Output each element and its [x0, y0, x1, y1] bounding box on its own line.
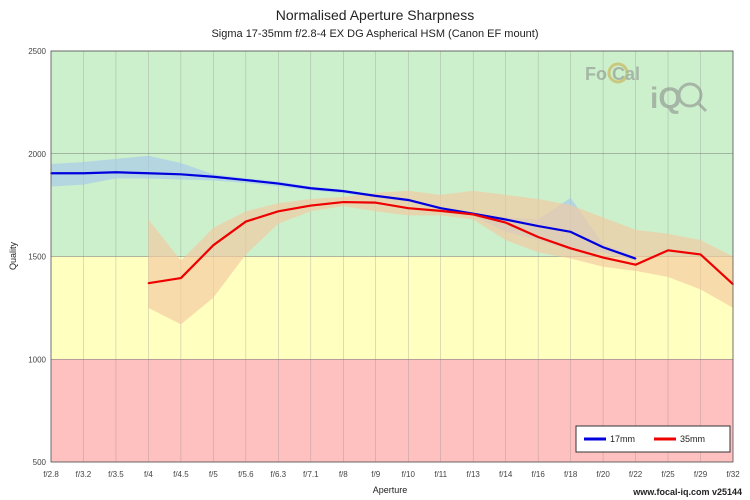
data-point-17mm-f14	[504, 218, 507, 221]
spread-band-35mm	[148, 190, 733, 325]
data-point-35mm-f29	[699, 253, 702, 256]
x-tick-label: f/5.6	[238, 470, 254, 479]
data-point-17mm-f8	[342, 190, 345, 192]
data-point-35mm-f18	[569, 247, 572, 250]
x-tick-label: f/32	[726, 470, 740, 479]
legend-label-35mm: 35mm	[680, 434, 705, 444]
data-point-17mm-f18	[569, 231, 572, 233]
data-point-35mm-f13	[472, 213, 474, 216]
data-point-35mm-f11	[439, 210, 442, 212]
watermark-handle-icon	[696, 101, 708, 113]
y-tick-label: 1000	[28, 355, 46, 364]
x-tick-label: f/14	[499, 470, 513, 479]
x-tick-label: f/6.3	[271, 470, 287, 479]
data-point-17mm-f6.3	[277, 182, 280, 185]
x-tick-label: f/3.2	[76, 470, 92, 479]
x-tick-label: f/29	[694, 470, 708, 479]
watermark-text-fo: Fo	[585, 64, 607, 84]
data-point-35mm-f9	[374, 201, 377, 204]
data-point-17mm-f4	[147, 172, 150, 175]
x-tick-label: f/10	[402, 470, 416, 479]
legend-label-17mm: 17mm	[610, 434, 635, 444]
watermark-lens-icon	[677, 82, 703, 108]
x-tick-label: f/2.8	[43, 470, 59, 479]
data-point-35mm-f4	[147, 282, 150, 285]
data-point-17mm-f5	[212, 175, 215, 178]
chart-title: Normalised Aperture Sharpness	[275, 7, 475, 23]
data-point-17mm-f16	[537, 225, 539, 227]
data-point-17mm-f22	[634, 257, 637, 260]
data-point-17mm-f3.2	[82, 172, 85, 175]
y-tick-label: 500	[33, 458, 47, 467]
x-tick-label: f/13	[467, 470, 481, 479]
x-tick-label: f/9	[371, 470, 380, 479]
data-point-35mm-f7.1	[310, 204, 312, 207]
y-tick-label: 1500	[28, 253, 46, 262]
data-point-35mm-f14	[504, 221, 507, 224]
data-point-17mm-f9	[374, 195, 377, 197]
x-tick-label: f/8	[339, 470, 348, 479]
x-tick-label: f/4.5	[173, 470, 189, 479]
x-tick-label: f/16	[531, 470, 545, 479]
data-point-35mm-f5	[212, 244, 215, 246]
watermark-ring-icon	[607, 62, 629, 84]
y-tick-label: 2500	[28, 47, 46, 56]
data-point-35mm-f6.3	[277, 210, 280, 213]
watermark-text-iq: iQ	[650, 82, 682, 115]
data-point-35mm-f22	[634, 263, 637, 266]
data-point-17mm-f3.5	[115, 171, 117, 174]
x-tick-label: f/4	[144, 470, 153, 479]
data-point-35mm-f16	[537, 236, 539, 238]
data-point-17mm-f5.6	[245, 179, 247, 181]
x-tick-label: f/22	[629, 470, 643, 479]
x-tick-label: f/5	[209, 470, 218, 479]
data-point-35mm-f25	[667, 249, 669, 252]
focal-iq-watermark: Fo Cal iQ	[585, 62, 708, 115]
data-point-35mm-f20	[602, 256, 604, 259]
data-point-17mm-f7.1	[310, 187, 312, 190]
data-point-17mm-f10	[407, 199, 410, 201]
data-point-17mm-f20	[602, 246, 604, 249]
x-tick-label: f/20	[596, 470, 610, 479]
chart-subtitle: Sigma 17-35mm f/2.8-4 EX DG Aspherical H…	[211, 28, 539, 40]
plot-frame	[50, 50, 734, 463]
x-axis-label: Aperture	[373, 485, 408, 495]
y-tick-label: 2000	[28, 150, 46, 159]
x-tick-label: f/3.5	[108, 470, 124, 479]
data-point-35mm-f8	[342, 201, 345, 203]
watermark-text-cal: Cal	[612, 64, 640, 84]
x-tick-label: f/25	[661, 470, 675, 479]
x-tick-label: f/7.1	[303, 470, 319, 479]
x-tick-label: f/11	[434, 470, 447, 479]
footer-credit: www.focal-iq.com v25144	[633, 487, 742, 497]
legend: 17mm 35mm	[575, 425, 731, 453]
data-point-35mm-f10	[407, 207, 410, 210]
data-point-35mm-f5.6	[245, 220, 247, 223]
data-point-17mm-f11	[439, 207, 442, 210]
y-axis-label: Quality	[8, 241, 18, 270]
data-point-17mm-f4.5	[180, 173, 182, 176]
x-tick-label: f/18	[564, 470, 578, 479]
data-point-35mm-f4.5	[180, 277, 182, 279]
